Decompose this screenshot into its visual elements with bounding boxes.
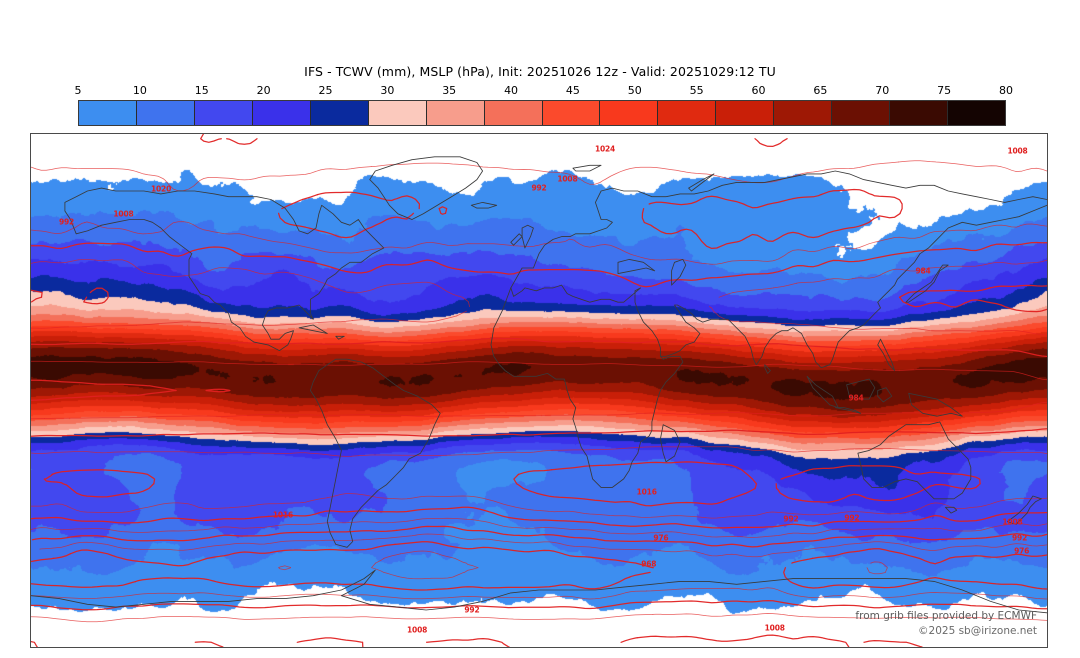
isobar-label: 984: [915, 266, 931, 276]
colorbar-tick-20: 20: [256, 84, 271, 97]
colorbar-bands: [78, 100, 1006, 126]
isobar-label: 1024: [594, 144, 616, 154]
isobar-label: 992: [464, 605, 480, 615]
colorbar-band-2: [194, 101, 253, 125]
colorbar-band-12: [774, 101, 833, 125]
isobar-label: 1016: [272, 510, 293, 520]
isobar-label: 1020: [151, 184, 172, 194]
isobar-label: 968: [641, 559, 657, 569]
colorbar-tick-60: 60: [751, 84, 766, 97]
colorbar-band-5: [368, 101, 427, 125]
colorbar-band-3: [252, 101, 311, 125]
colorbar-tick-75: 75: [937, 84, 952, 97]
colorbar-band-9: [600, 101, 659, 125]
colorbar-band-1: [136, 101, 195, 125]
isobar-label: 1008: [407, 625, 428, 635]
colorbar-tick-10: 10: [132, 84, 147, 97]
colorbar-band-6: [426, 101, 485, 125]
colorbar-band-14: [890, 101, 949, 125]
isobar-label: 1008: [113, 209, 134, 218]
isobar-label: 992: [1012, 533, 1028, 543]
isobar-label: 992: [59, 217, 75, 227]
isobar-label: 1016: [636, 487, 657, 497]
colorbar-tick-65: 65: [813, 84, 828, 97]
colorbar-tick-40: 40: [504, 84, 519, 97]
colorbar-tick-50: 50: [627, 84, 642, 97]
colorbar-tick-70: 70: [875, 84, 890, 97]
colorbar-tick-55: 55: [689, 84, 704, 97]
isobar-label: 1008: [764, 623, 785, 632]
colorbar-band-13: [832, 101, 891, 125]
isobar-label: 992: [531, 183, 547, 193]
isobar-label: 1008: [557, 174, 578, 184]
isobar-label: 976: [653, 533, 669, 543]
isobar-label: 1008: [1002, 517, 1023, 527]
map-panel[interactable]: 1024 1008 1008 1008 1008 1008 1008 992 992 992 992…: [30, 133, 1048, 648]
isobar-label: 992: [844, 513, 860, 523]
colorbar: 5 10 15 20 25 30 35 40 45 50 55 60 65 70 75 80: [74, 84, 1014, 128]
isobar-label: 1008: [1007, 146, 1028, 156]
colorbar-tick-30: 30: [380, 84, 395, 97]
colorbar-tick-5: 5: [74, 84, 82, 97]
colorbar-band-11: [716, 101, 775, 125]
colorbar-tick-45: 45: [565, 84, 580, 97]
colorbar-band-0: [79, 101, 137, 125]
colorbar-band-4: [310, 101, 369, 125]
colorbar-band-15: [948, 101, 1005, 125]
colorbar-tick-35: 35: [442, 84, 457, 97]
colorbar-tick-80: 80: [999, 84, 1013, 97]
isobar-label: 992: [783, 514, 799, 524]
colorbar-tick-25: 25: [318, 84, 333, 97]
colorbar-band-10: [658, 101, 717, 125]
colorbar-band-8: [542, 101, 601, 125]
isobar-label-layer: 1024 1008 1008 1008 1008 1008 1008 992 992 992 992…: [31, 134, 1047, 647]
colorbar-band-7: [484, 101, 543, 125]
figure-title: IFS - TCWV (mm), MSLP (hPa), Init: 20251…: [304, 64, 776, 79]
colorbar-tick-labels: 5 10 15 20 25 30 35 40 45 50 55 60 65 70 75 80: [74, 84, 1014, 100]
colorbar-tick-15: 15: [194, 84, 209, 97]
isobar-label: 984: [848, 393, 864, 403]
isobar-label: 976: [1014, 546, 1030, 556]
